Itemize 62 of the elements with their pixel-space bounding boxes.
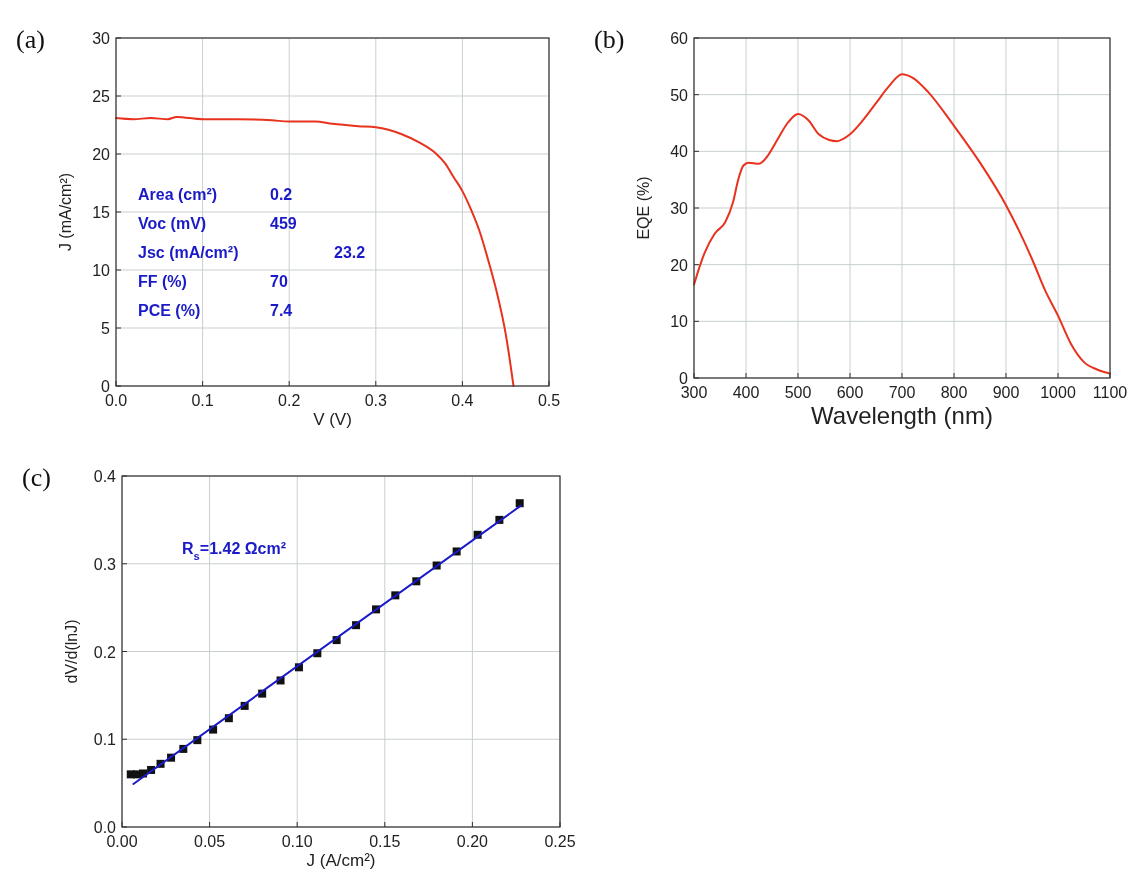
x-tick-label: 0.1: [191, 392, 214, 409]
x-axis-title: V (V): [313, 410, 352, 429]
y-tick-label: 50: [670, 86, 689, 104]
x-tick-label: 0.25: [544, 833, 576, 850]
x-tick-label: 1000: [1040, 384, 1076, 401]
y-tick-label: 10: [670, 313, 689, 331]
annotation: Voc (mV): [138, 215, 207, 232]
x-tick-label: 500: [784, 384, 812, 401]
annotation: Area (cm²): [138, 186, 218, 203]
annotation: 23.2: [334, 244, 366, 261]
annotation: 459: [270, 215, 297, 232]
annotation: 70: [270, 273, 288, 290]
y-tick-label: 0: [101, 378, 111, 395]
chart-title: (b): [594, 25, 625, 54]
x-axis-title: J (A/cm²): [306, 851, 376, 870]
y-tick-label: 15: [92, 204, 111, 221]
x-tick-label: 0.00: [106, 833, 138, 850]
y-tick-label: 0.3: [93, 555, 117, 573]
x-tick-label: 800: [940, 384, 968, 401]
x-tick-label: 0.20: [456, 833, 489, 850]
x-tick-label: 0.3: [364, 392, 388, 409]
annotation: 7.4: [270, 302, 293, 319]
x-tick-label: 600: [836, 384, 864, 401]
annotation: R$_{s}$=1.42 Ωcm²: [182, 540, 287, 562]
x-tick-label: 0.4: [451, 392, 474, 409]
y-tick-label: 20: [670, 256, 689, 274]
y-tick-label: 30: [670, 200, 689, 217]
x-tick-label: 700: [888, 384, 916, 401]
y-tick-label: 0: [679, 370, 689, 387]
line-series: [693, 73, 1111, 375]
annotation: Jsc (mA/cm²): [138, 244, 239, 261]
y-tick-label: 0.0: [93, 819, 117, 836]
chart-title: (c): [22, 463, 51, 492]
y-tick-label: 0.1: [93, 731, 117, 749]
y-tick-label: 30: [92, 30, 111, 47]
x-axis-title: Wavelength (nm): [811, 402, 993, 429]
annotation: FF (%): [138, 273, 187, 290]
line-series: [115, 115, 515, 387]
x-tick-label: 0.5: [537, 392, 561, 409]
y-axis-title: J (mA/cm²): [57, 172, 74, 252]
y-axis-title: dV/d(lnJ): [63, 619, 80, 684]
y-tick-label: 0.4: [93, 468, 117, 485]
annotation: 0.2: [270, 186, 293, 203]
x-tick-label: 0.2: [278, 392, 301, 409]
y-tick-label: 10: [92, 262, 111, 279]
x-tick-label: 0.05: [194, 833, 226, 850]
y-tick-label: 20: [92, 146, 111, 163]
y-tick-label: 5: [101, 320, 111, 337]
y-axis-title: EQE (%): [635, 176, 652, 240]
y-tick-label: 40: [670, 143, 689, 161]
y-tick-label: 60: [670, 30, 689, 47]
x-tick-label: 300: [680, 384, 708, 401]
x-tick-label: 0.10: [281, 833, 313, 850]
x-tick-label: 900: [992, 384, 1020, 401]
x-tick-label: 1100: [1092, 384, 1128, 401]
point: [515, 499, 524, 508]
y-tick-label: 25: [92, 88, 111, 105]
chart-title: (a): [16, 25, 45, 54]
y-tick-label: 0.2: [93, 643, 117, 661]
annotation: PCE (%): [138, 302, 201, 319]
x-tick-label: 400: [732, 384, 760, 401]
x-tick-label: 0.15: [369, 833, 401, 850]
